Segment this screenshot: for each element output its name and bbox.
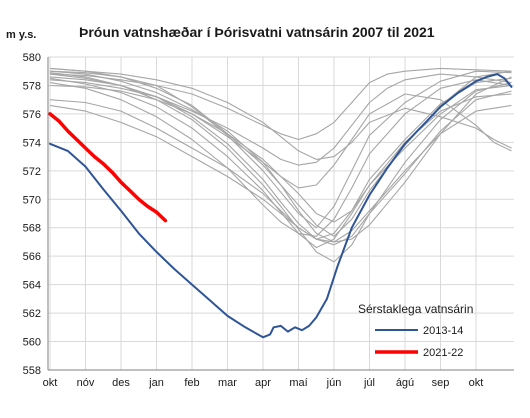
x-tick-label-6: apr	[255, 377, 271, 389]
highlight-series-group	[48, 73, 513, 339]
background-series-line-4	[49, 72, 512, 263]
y-tick-label-566: 566	[23, 251, 41, 263]
y-axis-unit-label: m y.s.	[6, 29, 36, 41]
background-series-line-12	[49, 76, 512, 189]
legend-title: Sérstaklega vatnsárin	[358, 302, 473, 316]
background-series-line-9	[49, 70, 512, 243]
x-tick-label-5: mar	[218, 377, 237, 389]
x-tick-label-4: feb	[184, 377, 199, 389]
legend: Sérstaklega vatnsárin 2013-14 2021-22	[358, 302, 473, 359]
x-tick-label-8: jún	[326, 377, 342, 389]
x-tick-label-11: sep	[432, 377, 450, 389]
y-tick-label-558: 558	[23, 365, 41, 377]
x-tick-label-10: ágú	[396, 377, 414, 389]
x-tick-label-1: nóv	[77, 377, 95, 389]
y-tick-label-580: 580	[23, 52, 41, 64]
legend-label-2013-14: 2013-14	[423, 325, 463, 337]
y-tick-label-570: 570	[23, 194, 41, 206]
x-tick-label-7: maí	[289, 377, 307, 389]
gridlines	[48, 56, 514, 371]
x-tick-label-9: júl	[363, 377, 375, 389]
x-tick-label-0: okt	[43, 377, 58, 389]
y-tick-label-578: 578	[23, 80, 41, 92]
y-tick-label-576: 576	[23, 109, 41, 121]
series-line-2021-22	[48, 112, 168, 223]
x-tick-label-12: okt	[469, 377, 484, 389]
y-tick-label-560: 560	[23, 337, 41, 349]
y-tick-label-562: 562	[23, 308, 41, 320]
y-tick-labels: 558 560 562 564 566 568 570 572 574 576 578 580	[23, 52, 41, 377]
background-series-line-13	[49, 67, 512, 160]
background-series-line-1	[49, 70, 512, 229]
y-tick-label-574: 574	[23, 137, 41, 149]
y-tick-label-564: 564	[23, 280, 41, 292]
x-tick-label-3: jan	[148, 377, 164, 389]
background-series-line-14	[49, 79, 512, 237]
background-series-group	[49, 67, 512, 263]
y-tick-label-572: 572	[23, 166, 41, 178]
background-series-line-8	[49, 104, 512, 243]
background-series-line-10	[49, 67, 512, 141]
axes	[47, 57, 514, 371]
chart-title: Þróun vatnshæðar í Þórisvatni vatnsárin …	[79, 24, 435, 40]
x-tick-label-2: des	[112, 377, 130, 389]
x-tick-labels: okt nóv des jan feb mar apr maí jún júl ágú sep okt	[43, 377, 484, 389]
y-tick-label-568: 568	[23, 223, 41, 235]
legend-label-2021-22: 2021-22	[423, 347, 463, 359]
series-line-2013-14	[49, 73, 513, 339]
